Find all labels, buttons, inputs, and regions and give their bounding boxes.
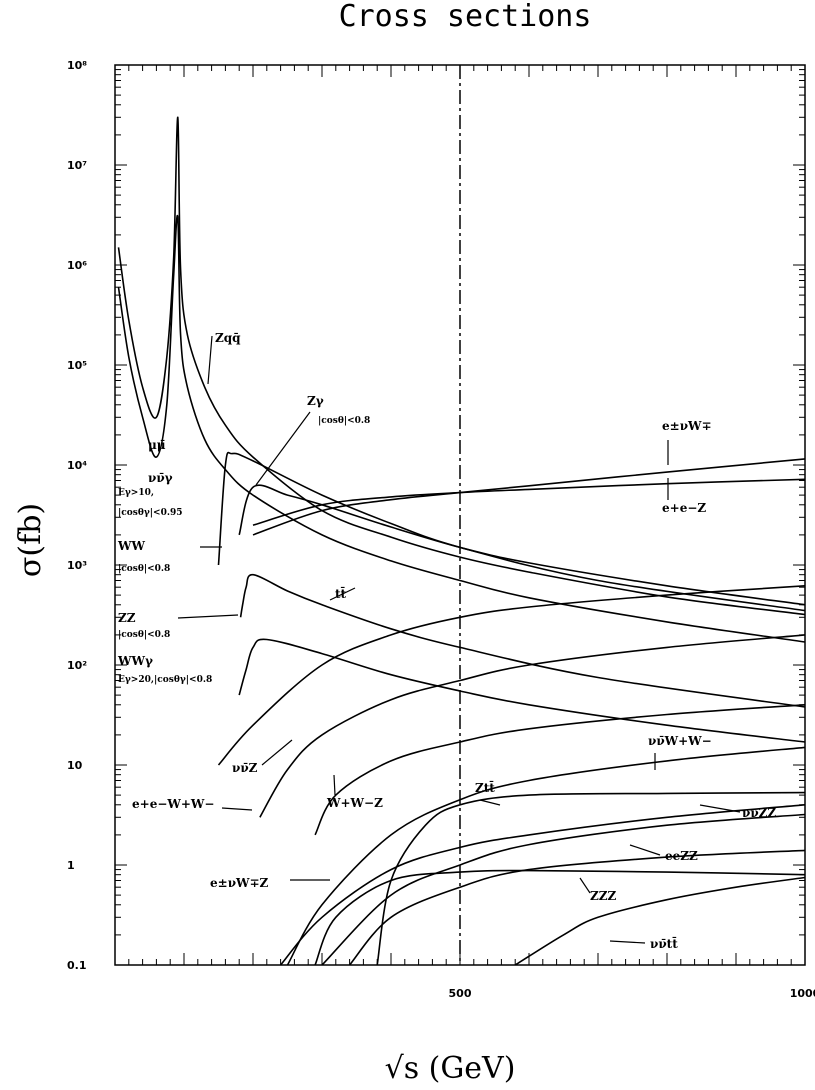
label-pointer-16 (609, 940, 646, 944)
curve-label: e±νW∓ (662, 419, 712, 433)
series-curve-14 (279, 804, 806, 966)
curve-label: νν̄γ (148, 471, 173, 485)
label-pointer-9 (333, 774, 336, 796)
series-curve-11 (286, 746, 806, 966)
series-curve-13 (314, 869, 806, 966)
series-curve-3 (252, 458, 806, 536)
series-curve-15 (321, 813, 806, 966)
series-curve-10 (314, 704, 806, 836)
curve-label: WW (117, 539, 145, 553)
label-pointer-14 (579, 877, 591, 894)
series-curve-16 (348, 849, 806, 966)
curve-label: ννZZ (742, 806, 776, 820)
curve-label: ZZ (118, 611, 136, 625)
series-curve-17 (514, 876, 806, 966)
curve-label: WWγ (117, 654, 153, 668)
y-tick-label: 10⁷ (67, 159, 87, 172)
curve-label: e+e−W+W− (132, 797, 214, 811)
label-pointer-11 (479, 799, 501, 806)
x-tick-label: 500 (449, 987, 472, 1000)
label-pointer-13 (629, 844, 661, 856)
label-pointer-7 (261, 739, 293, 766)
curve-label: Ztt̄ (475, 779, 495, 795)
curve-label: μμ̄ (148, 438, 166, 452)
y-tick-label: 10³ (67, 559, 87, 572)
label-pointer-8 (221, 807, 253, 811)
label-pointer-4 (329, 587, 356, 601)
curve-label: νν̄tt̄ (650, 935, 678, 951)
y-tick-label: 10⁴ (67, 459, 87, 472)
curve-label: tt̄ (335, 585, 347, 601)
axis-tick-labels: 10⁸ 10⁷ 10⁶ 10⁵ 10⁴ 10³ 10² 10 1 0.1 500 1000 (67, 59, 815, 1000)
curve-labels: Zqq̄ Zγ |cosθ|<0.8 μμ̄ νν̄γ Eγ>10, |cosθγ|<0.9… (117, 331, 776, 951)
curve-label: Eγ>10, (118, 488, 154, 498)
series-curve-8 (217, 585, 806, 766)
curve-label: eeZZ (665, 849, 698, 863)
label-pointer-0 (207, 335, 213, 385)
series-curves (117, 116, 806, 966)
y-tick-label: 1 (67, 859, 75, 872)
curve-label: |cosθ|<0.8 (118, 564, 170, 574)
curve-label: W+W−Z (326, 796, 383, 810)
y-tick-label: 10 (67, 759, 83, 772)
curve-label: νν̄W+W− (648, 734, 712, 748)
curve-label: Zγ (307, 394, 324, 408)
series-curve-2 (217, 451, 806, 612)
y-tick-label: 10² (67, 659, 87, 672)
y-axis-label: σ(fb) (13, 503, 48, 577)
curve-label: |cosθ|<0.8 (318, 416, 370, 426)
series-curve-1 (117, 214, 806, 643)
x-axis-label: √s (GeV) (385, 1051, 516, 1086)
curve-label: |cosθγ|<0.95 (118, 508, 183, 518)
series-curve-9 (259, 634, 806, 818)
y-tick-label: 0.1 (67, 959, 87, 972)
series-curve-0 (117, 116, 806, 616)
curve-label: e±νW∓Z (210, 876, 269, 890)
curve-label: Zqq̄ (215, 331, 241, 345)
label-pointer-1 (255, 411, 311, 486)
series-curve-7 (238, 638, 806, 743)
series-curve-6 (239, 573, 806, 708)
curve-label: e+e−Z (662, 501, 706, 515)
x-tick-label: 1000 (790, 987, 815, 1000)
series-curve-5 (238, 484, 806, 606)
curve-label: ZZZ (590, 889, 617, 903)
axis-ticks (114, 65, 806, 966)
label-pointer-12 (699, 804, 741, 813)
y-tick-label: 10⁶ (67, 259, 87, 272)
curve-label: |cosθ|<0.8 (118, 630, 170, 640)
curve-label: νν̄Z (232, 761, 258, 775)
y-tick-label: 10⁵ (67, 359, 87, 372)
chart-title: Cross sections (339, 0, 592, 34)
y-tick-label: 10⁸ (67, 59, 87, 72)
label-pointer-3 (177, 614, 239, 619)
curve-label: Eγ>20,|cosθγ|<0.8 (118, 675, 212, 685)
